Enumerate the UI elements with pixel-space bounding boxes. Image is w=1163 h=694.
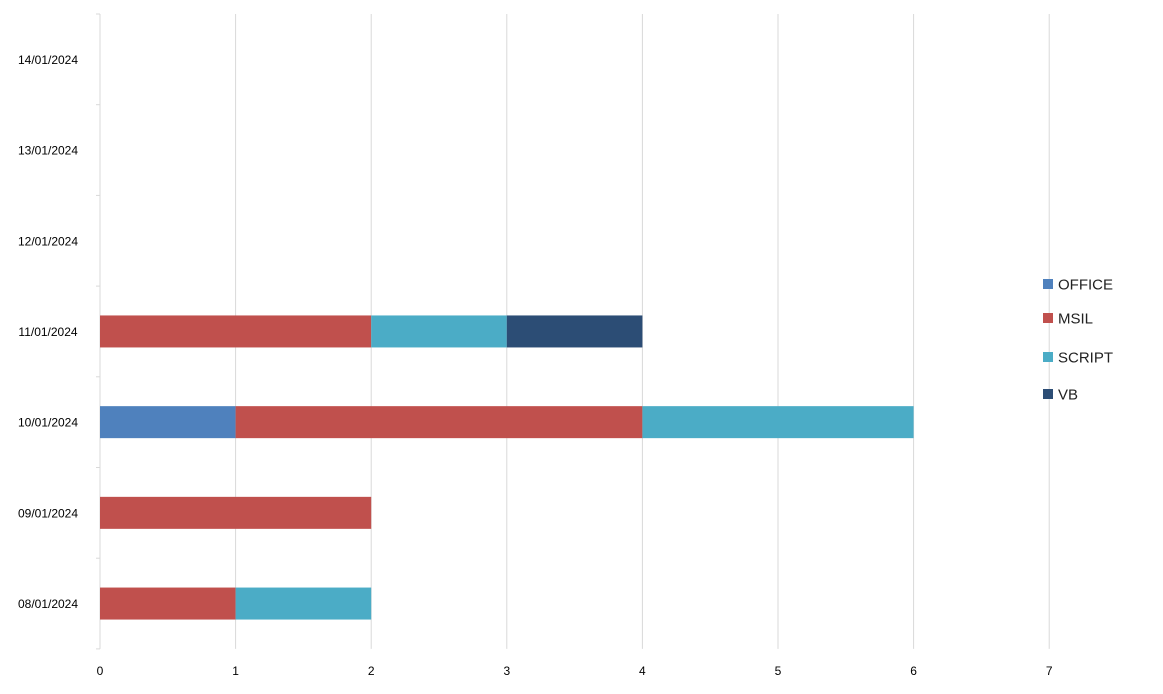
legend-swatch-office xyxy=(1043,279,1053,289)
legend-label-script: SCRIPT xyxy=(1058,350,1113,367)
x-tick-label: 7 xyxy=(1046,664,1053,678)
bar-msil-10-01-2024 xyxy=(235,406,643,439)
value-axis-ticks: 0 1 2 3 4 5 6 7 xyxy=(97,664,1053,678)
legend-swatch-vb xyxy=(1043,389,1053,399)
bars xyxy=(100,315,914,620)
category-axis-ticks: 08/01/2024 09/01/2024 10/01/2024 11/01/2024… xyxy=(18,53,78,611)
x-tick-label: 2 xyxy=(368,664,375,678)
y-tick-label: 12/01/2024 xyxy=(18,234,78,248)
y-tick-label: 09/01/2024 xyxy=(18,506,78,520)
x-tick-label: 4 xyxy=(639,664,646,678)
legend: OFFICE MSIL SCRIPT VB xyxy=(1043,277,1113,404)
legend-label-vb: VB xyxy=(1058,387,1078,404)
bar-vb-11-01-2024 xyxy=(506,315,643,348)
bar-script-10-01-2024 xyxy=(642,406,914,439)
y-tick-label: 10/01/2024 xyxy=(18,416,78,430)
category-axis xyxy=(96,13,101,650)
x-tick-label: 0 xyxy=(97,664,104,678)
bar-msil-09-01-2024 xyxy=(100,496,372,529)
x-tick-label: 3 xyxy=(503,664,510,678)
y-tick-label: 13/01/2024 xyxy=(18,144,78,158)
legend-swatch-msil xyxy=(1043,313,1053,323)
y-tick-label: 14/01/2024 xyxy=(18,53,78,67)
legend-label-msil: MSIL xyxy=(1058,311,1093,328)
bar-script-11-01-2024 xyxy=(371,315,507,348)
bar-msil-08-01-2024 xyxy=(100,587,236,620)
x-tick-label: 5 xyxy=(775,664,782,678)
y-tick-label: 08/01/2024 xyxy=(18,597,78,611)
x-tick-label: 6 xyxy=(910,664,917,678)
bar-msil-11-01-2024 xyxy=(100,315,372,348)
y-tick-label: 11/01/2024 xyxy=(18,325,77,339)
x-tick-label: 1 xyxy=(232,664,239,678)
bar-office-10-01-2024 xyxy=(100,406,236,439)
bar-script-08-01-2024 xyxy=(235,587,372,620)
legend-label-office: OFFICE xyxy=(1058,277,1113,294)
legend-swatch-script xyxy=(1043,352,1053,362)
